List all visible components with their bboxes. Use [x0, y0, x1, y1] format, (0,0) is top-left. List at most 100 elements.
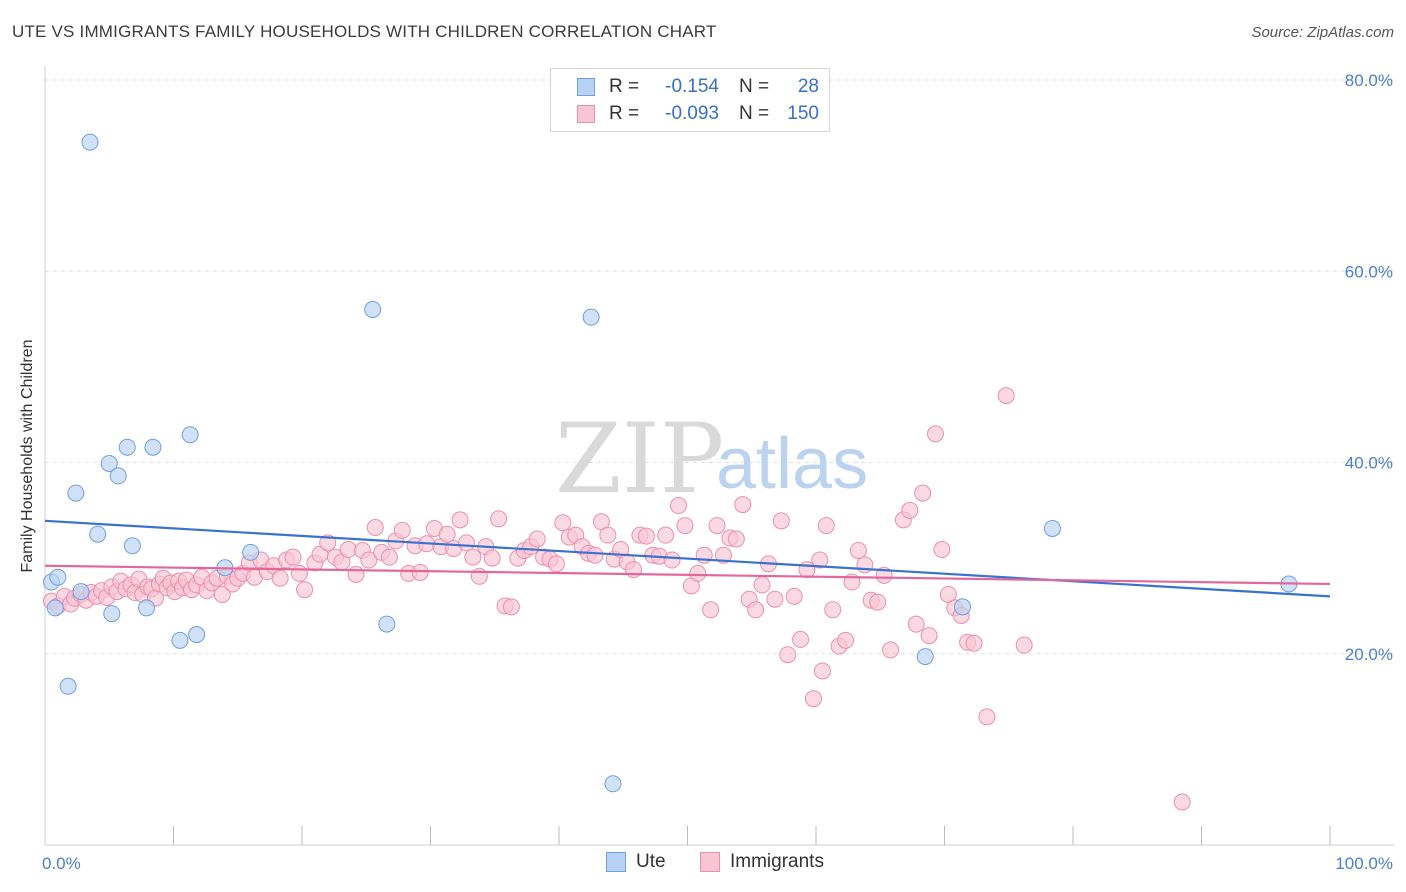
- data-point: [378, 615, 396, 633]
- data-point: [271, 569, 289, 587]
- y-tick-label: 40.0%: [1345, 454, 1393, 473]
- data-point: [817, 517, 835, 535]
- data-point: [953, 598, 971, 616]
- series-legend: Ute Immigrants: [0, 851, 1406, 877]
- n-value: 28: [797, 76, 819, 97]
- immigrants-points: [42, 387, 1191, 811]
- trend-lines: [44, 519, 1331, 598]
- data-point: [464, 548, 482, 566]
- data-point: [920, 627, 938, 645]
- x-tick-label: 100.0%: [1335, 854, 1393, 873]
- data-point: [813, 662, 831, 680]
- legend-item-immigrants[interactable]: Immigrants: [700, 851, 824, 873]
- data-point: [319, 534, 337, 552]
- data-point: [637, 527, 655, 545]
- watermark: ZIP atlas: [555, 403, 868, 515]
- data-point: [451, 511, 469, 529]
- legend-row-ute: R = -0.154 N = 28: [551, 73, 819, 101]
- data-point: [747, 601, 765, 619]
- data-point: [901, 501, 919, 519]
- data-point: [927, 425, 945, 443]
- immigrants-swatch: [700, 852, 720, 872]
- data-point: [103, 605, 121, 623]
- data-point: [837, 631, 855, 649]
- watermark-zip: ZIP: [555, 403, 724, 515]
- data-point: [689, 564, 707, 582]
- data-point: [284, 548, 302, 566]
- data-point: [1043, 519, 1061, 537]
- data-point: [753, 576, 771, 594]
- legend-item-ute[interactable]: Ute: [606, 851, 666, 873]
- data-point: [296, 581, 314, 599]
- data-point: [100, 454, 118, 472]
- data-point: [792, 630, 810, 648]
- data-point: [171, 631, 189, 649]
- data-point: [49, 568, 67, 586]
- data-point: [181, 426, 199, 444]
- ute-swatch: [577, 78, 595, 96]
- data-point: [965, 634, 983, 652]
- data-point: [138, 599, 156, 617]
- r-value: -0.093: [665, 103, 719, 124]
- data-point: [188, 626, 206, 644]
- n-value: 150: [787, 103, 819, 124]
- watermark-atlas: atlas: [716, 424, 868, 504]
- n-label: N =: [739, 76, 770, 97]
- legend-label: Immigrants: [730, 851, 824, 872]
- chart-title: UTE VS IMMIGRANTS FAMILY HOUSEHOLDS WITH…: [12, 22, 717, 41]
- data-point: [708, 517, 726, 535]
- data-point: [824, 601, 842, 619]
- data-point: [663, 551, 681, 569]
- data-point: [470, 567, 488, 585]
- data-point: [766, 590, 784, 608]
- data-point: [438, 525, 456, 543]
- data-point: [347, 565, 365, 583]
- y-tick-labels: 20.0% 40.0% 60.0% 80.0%: [1345, 71, 1393, 664]
- data-point: [933, 541, 951, 559]
- data-point: [599, 526, 617, 544]
- data-point: [364, 301, 382, 318]
- data-point: [393, 521, 411, 539]
- data-point: [676, 517, 694, 535]
- data-point: [554, 514, 572, 532]
- trend-line-immigrants: [44, 564, 1331, 586]
- data-point: [772, 512, 790, 530]
- data-point: [339, 541, 357, 559]
- x-tick-labels: 0.0% 100.0%: [42, 854, 1393, 873]
- data-point: [804, 690, 822, 708]
- data-point: [657, 526, 675, 544]
- data-point: [483, 549, 501, 567]
- data-point: [528, 530, 546, 548]
- data-point: [702, 601, 720, 619]
- data-point: [59, 677, 77, 695]
- data-point: [123, 537, 141, 555]
- legend-row-immigrants: R = -0.093 N = 150: [551, 100, 819, 128]
- data-point: [727, 530, 745, 548]
- data-point: [714, 546, 732, 564]
- ute-swatch: [606, 852, 626, 872]
- data-point: [46, 599, 64, 617]
- correlation-legend: R = -0.154 N = 28 R = -0.093 N = 150: [550, 68, 830, 132]
- data-point: [785, 587, 803, 605]
- data-point: [360, 551, 378, 569]
- data-point: [914, 484, 932, 502]
- data-point: [67, 484, 85, 502]
- data-point: [213, 585, 231, 603]
- data-point: [586, 546, 604, 564]
- data-point: [811, 551, 829, 569]
- data-point: [118, 438, 136, 456]
- y-tick-label: 60.0%: [1345, 262, 1393, 281]
- data-point: [490, 510, 508, 528]
- trend-line-ute: [44, 519, 1331, 598]
- data-point: [582, 308, 600, 326]
- data-point: [144, 438, 162, 456]
- axes: [44, 66, 1394, 846]
- r-label: R =: [609, 103, 640, 124]
- y-tick-label: 20.0%: [1345, 645, 1393, 664]
- data-point: [849, 541, 867, 559]
- data-point: [734, 496, 752, 514]
- data-point: [779, 646, 797, 664]
- data-point: [978, 708, 996, 726]
- n-label: N =: [739, 103, 770, 124]
- data-point: [366, 519, 384, 537]
